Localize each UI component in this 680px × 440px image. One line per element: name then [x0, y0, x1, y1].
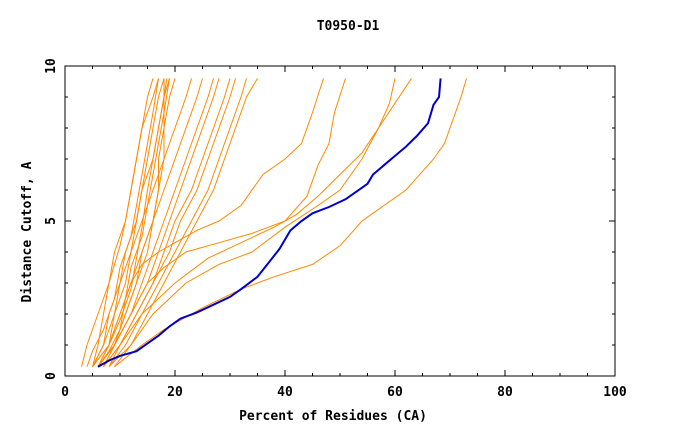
series-line-m11 [97, 78, 203, 367]
series-line-m5 [92, 78, 168, 367]
x-tick-label: 0 [61, 385, 69, 400]
series-line-m17 [114, 78, 258, 368]
series-line-m10 [92, 78, 192, 367]
tick-layer: 0 20 40 60 80 100 0 5 10 [44, 58, 627, 400]
series-layer [81, 78, 467, 368]
x-tick-label: 40 [277, 385, 293, 400]
x-axis-label: Percent of Residues (CA) [239, 409, 427, 424]
series-line-m20 [103, 78, 396, 368]
series-line-m18 [92, 78, 324, 368]
x-tick-label: 20 [167, 385, 183, 400]
y-tick-label: 0 [44, 372, 59, 380]
x-tick-label: 100 [603, 385, 627, 400]
y-tick-label: 5 [44, 217, 59, 225]
chart-title: T0950-D1 [317, 19, 380, 34]
series-line-m3 [86, 78, 159, 367]
y-axis-label: Distance Cutoff, A [20, 161, 35, 302]
x-tick-label: 80 [497, 385, 513, 400]
highlight-series-line [97, 78, 442, 368]
series-line-m19 [97, 78, 346, 368]
series-line-m15 [103, 78, 236, 368]
series-line-m21 [108, 78, 412, 368]
x-tick-label: 60 [387, 385, 403, 400]
series-line-m7 [92, 78, 170, 368]
series-line-m14 [108, 78, 231, 367]
series-line-m22 [114, 78, 467, 368]
series-line-m12 [103, 78, 214, 367]
y-tick-label: 10 [44, 58, 59, 74]
series-line-m6 [97, 78, 170, 367]
series-line-m2 [92, 78, 159, 367]
series-line-m16 [108, 78, 247, 368]
